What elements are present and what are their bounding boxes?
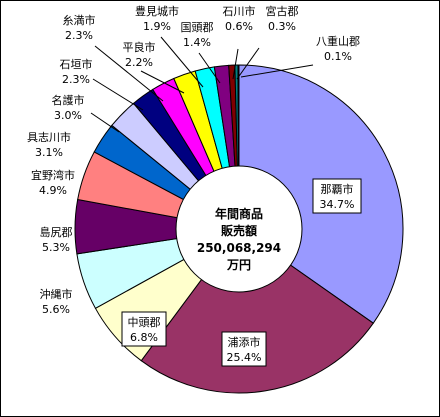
- slice-value-label-2: 6.8%: [130, 331, 158, 344]
- slice-label-9: 糸満市 2.3%: [63, 13, 96, 42]
- slice-label-14: 宮古郡 0.3%: [266, 4, 299, 33]
- slice-value-label-8: 2.3%: [62, 73, 90, 86]
- slice-label-2: 中頭郡 6.8%: [121, 311, 167, 347]
- leader-line-11: [160, 36, 204, 88]
- slice-value-label-9: 2.3%: [65, 29, 93, 42]
- slice-label-11: 豊見城市 1.9%: [135, 4, 179, 33]
- slice-name-label-15: 八重山郡: [316, 34, 360, 48]
- slice-value-label-0: 34.7%: [320, 198, 355, 211]
- slice-label-15: 八重山郡 0.1%: [316, 34, 360, 63]
- slice-name-label-11: 豊見城市: [135, 4, 179, 18]
- labels-layer: 那覇市 34.7% 浦添市 25.4% 中頭郡 6.8% 沖縄市 5.6% 島尻郡 5.3% 宜野湾…: [27, 4, 362, 367]
- center-label-line1: 年間商品: [215, 206, 263, 221]
- slice-value-label-4: 5.3%: [42, 241, 70, 254]
- center-label-unit: 万円: [226, 258, 251, 272]
- slice-value-label-6: 3.1%: [35, 146, 63, 159]
- slice-value-label-7: 3.0%: [54, 109, 82, 122]
- leader-line-12: [198, 52, 221, 84]
- slice-label-1: 浦添市 25.4%: [221, 331, 267, 367]
- slice-label-7: 名護市 3.0%: [52, 93, 85, 122]
- slice-name-label-4: 島尻郡: [40, 225, 73, 239]
- center-label-line2: 販売額: [221, 223, 257, 238]
- slice-label-3: 沖縄市 5.6%: [40, 287, 73, 316]
- slice-name-label-14: 宮古郡: [266, 4, 299, 18]
- slice-label-box-2: [121, 311, 167, 347]
- slice-value-label-1: 25.4%: [227, 351, 262, 364]
- pie-slice-1: [140, 228, 374, 394]
- slice-value-label-12: 1.4%: [183, 36, 211, 49]
- leader-line-8: [92, 78, 144, 111]
- slice-name-label-12: 国頭郡: [181, 21, 214, 34]
- slice-name-label-9: 糸満市: [63, 13, 96, 27]
- slice-label-8: 石垣市 2.3%: [60, 57, 93, 86]
- slice-value-label-11: 1.9%: [143, 20, 171, 33]
- leader-line-14: [236, 47, 260, 80]
- leader-line-7: [90, 112, 120, 133]
- slice-name-label-0: 那覇市: [321, 182, 354, 196]
- slice-name-label-8: 石垣市: [60, 57, 93, 71]
- center-hole: [175, 165, 303, 293]
- slice-label-5: 宜野湾市 4.9%: [31, 168, 75, 197]
- slice-value-label-5: 4.9%: [39, 184, 67, 197]
- slice-name-label-10: 平良市: [123, 40, 156, 54]
- slice-name-label-2: 中頭郡: [128, 316, 161, 329]
- slice-label-4: 島尻郡 5.3%: [40, 225, 73, 254]
- slice-name-label-3: 沖縄市: [40, 287, 73, 301]
- slice-name-label-7: 名護市: [52, 93, 85, 107]
- center-label-total: 250,068,294: [197, 241, 281, 255]
- slice-label-0: 那覇市 34.7%: [312, 178, 362, 214]
- slice-value-label-14: 0.3%: [268, 20, 296, 33]
- leader-line-10: [140, 70, 185, 94]
- leader-line-15: [240, 64, 314, 78]
- pie-slice-15: [237, 64, 240, 230]
- slice-value-label-15: 0.1%: [324, 50, 352, 63]
- leader-lines-layer: [90, 36, 314, 133]
- slice-label-6: 具志川市 3.1%: [27, 130, 71, 159]
- center-label: 年間商品 販売額 250,068,294 万円: [175, 165, 303, 293]
- slice-label-13: 石川市 0.6%: [223, 4, 256, 33]
- slice-label-12: 国頭郡 1.4%: [181, 21, 214, 49]
- slice-name-label-5: 宜野湾市: [31, 168, 75, 182]
- slice-label-10: 平良市 2.2%: [123, 40, 156, 69]
- slice-value-label-3: 5.6%: [42, 303, 70, 316]
- leader-line-13: [232, 48, 239, 80]
- slice-label-box-1: [221, 331, 267, 367]
- leader-line-9: [94, 45, 164, 102]
- slice-name-label-1: 浦添市: [228, 335, 261, 349]
- slice-value-label-13: 0.6%: [225, 20, 253, 33]
- slice-value-label-10: 2.2%: [125, 56, 153, 69]
- slice-name-label-6: 具志川市: [27, 130, 71, 144]
- slice-label-box-0: [312, 178, 362, 214]
- slice-name-label-13: 石川市: [223, 4, 256, 18]
